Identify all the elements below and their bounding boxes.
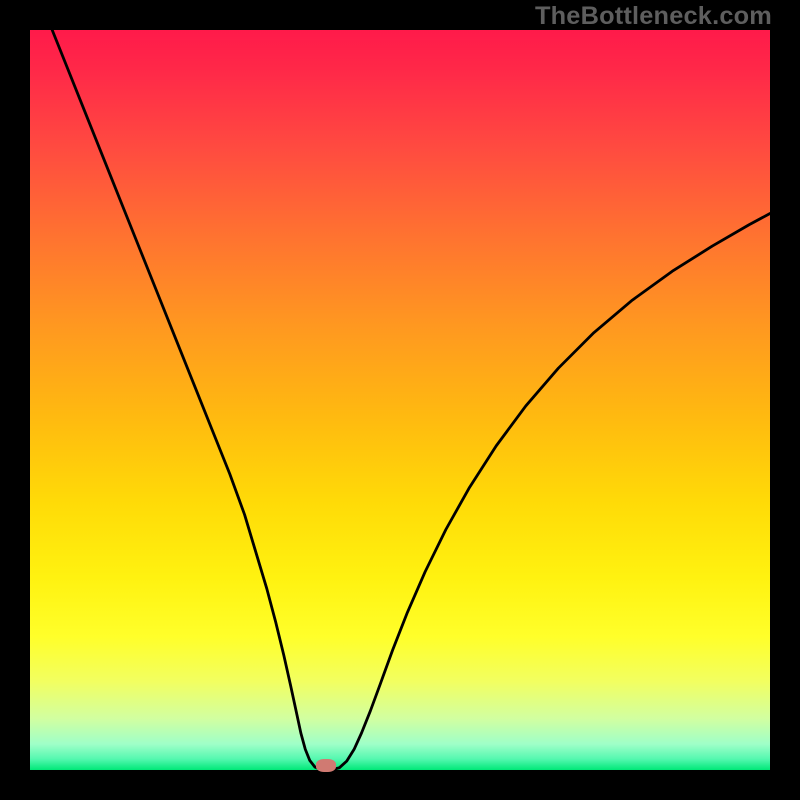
optimal-point-marker [316,759,336,772]
plot-area [30,30,770,770]
watermark-text: TheBottleneck.com [535,2,772,31]
chart-frame: TheBottleneck.com [0,0,800,800]
bottleneck-curve [30,30,770,770]
